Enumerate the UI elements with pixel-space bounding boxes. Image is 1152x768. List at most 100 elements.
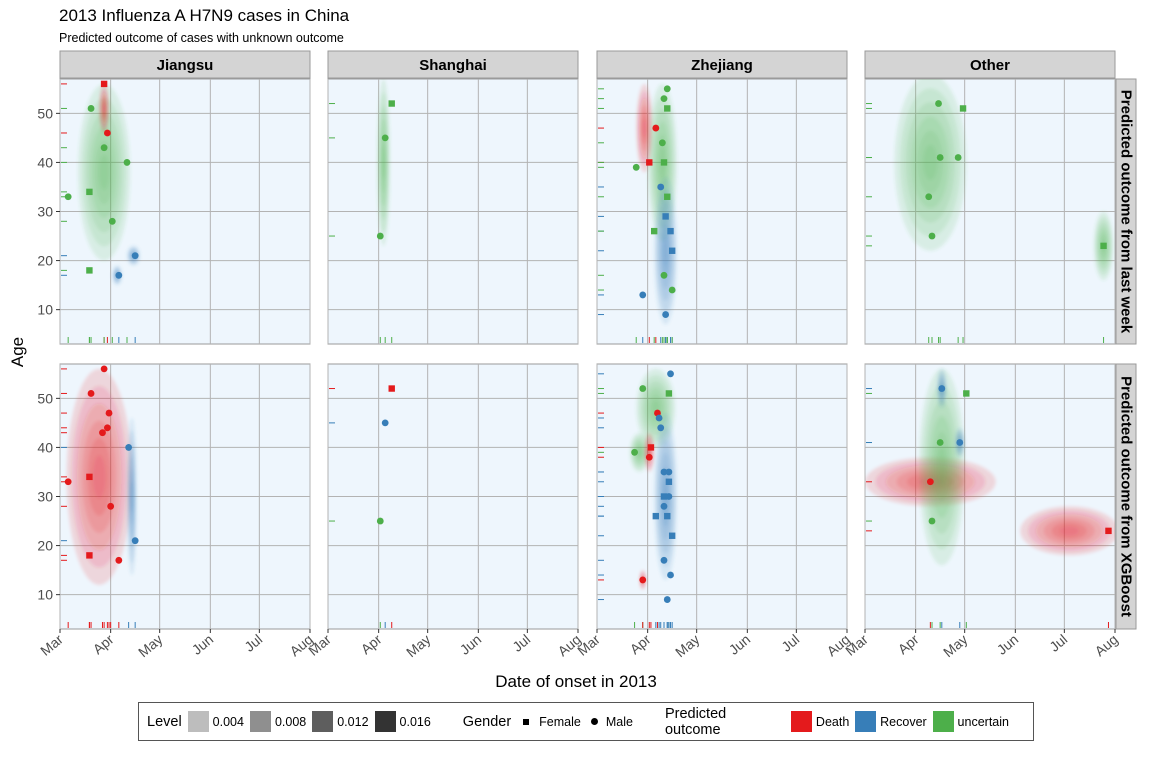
legend-level-label: 0.004: [212, 714, 244, 729]
legend-gender-title: Gender: [462, 713, 512, 730]
x-tick-label: Jul: [509, 631, 533, 655]
facet-column-label: Other: [970, 57, 1010, 74]
panel-content: [64, 365, 139, 585]
x-tick-label: Mar: [842, 631, 871, 659]
panel-content: [865, 368, 1115, 566]
x-tick-label: Aug: [1092, 631, 1121, 659]
data-point-male: [936, 439, 944, 446]
data-point-male: [632, 163, 640, 171]
y-tick-label: 30: [37, 489, 53, 505]
y-tick-label: 30: [37, 204, 53, 220]
density-band: [98, 154, 110, 190]
data-point-male: [928, 232, 936, 240]
x-tick-label: Apr: [895, 631, 922, 657]
y-tick-label: 20: [37, 538, 53, 554]
facet-panel: [864, 78, 1116, 345]
legend-level-label: 0.008: [274, 714, 307, 729]
data-point-male: [107, 502, 115, 510]
data-point-male: [100, 144, 108, 152]
data-point-male: [639, 576, 647, 584]
density-band: [637, 448, 642, 457]
density-contour: [377, 79, 391, 246]
data-point-female: [668, 247, 676, 254]
data-point-male: [938, 385, 946, 392]
data-point-male: [667, 370, 674, 378]
x-tick-label: Mar: [305, 631, 334, 659]
data-point-male: [925, 193, 933, 201]
data-point-female: [662, 213, 669, 220]
density-contour: [654, 177, 678, 325]
data-point-female: [664, 512, 671, 520]
panel-content: [64, 80, 141, 286]
x-tick-label: May: [672, 631, 703, 660]
legend-outcome-label: Death: [815, 714, 850, 729]
y-tick-label: 20: [37, 253, 53, 269]
facet-row-label: Predicted outcome from XGBoost: [1118, 376, 1135, 617]
density-contour: [918, 368, 965, 566]
data-point-female: [647, 444, 655, 451]
data-point-male: [131, 537, 139, 545]
data-point-female: [959, 105, 967, 112]
data-point-male: [660, 271, 668, 279]
legend-outcome-key: [791, 711, 812, 732]
x-tick-label: Jul: [241, 631, 265, 655]
x-tick-label: Mar: [37, 631, 66, 659]
x-tick-label: Jul: [778, 631, 802, 655]
facet-column-label: Jiangsu: [157, 57, 214, 74]
data-point-male: [665, 468, 673, 476]
density-contour: [126, 417, 137, 576]
data-point-female: [665, 478, 673, 485]
data-point-male: [663, 85, 671, 93]
panel-content: [629, 368, 678, 603]
x-tick-label: Mar: [574, 631, 603, 659]
data-point-male: [658, 139, 666, 147]
legend-level-key: [249, 711, 271, 732]
y-tick-label: 10: [37, 302, 53, 318]
data-point-male: [103, 424, 111, 432]
facet-panel: [596, 78, 848, 345]
facet-panel: [59, 78, 311, 345]
data-point-female: [665, 390, 673, 397]
facet-panel: [327, 78, 579, 345]
data-point-female: [86, 188, 93, 196]
facet-row-label: Predicted outcome from last week: [1118, 90, 1135, 334]
panel-content: [632, 83, 678, 325]
chart-title: 2013 Influenza A H7N9 cases in China: [59, 6, 350, 25]
data-point-female: [388, 385, 395, 392]
data-point-male: [660, 95, 668, 103]
data-point-male: [645, 453, 653, 461]
legend-gender-label: Female: [539, 714, 581, 729]
data-point-male: [660, 468, 668, 476]
data-point-male: [639, 291, 647, 299]
x-tick-label: Apr: [358, 631, 385, 657]
density-contour: [77, 83, 131, 261]
y-tick-label: 40: [37, 154, 53, 170]
square-symbol-icon: [523, 718, 530, 725]
data-point-female: [664, 193, 671, 200]
data-point-male: [105, 409, 113, 417]
data-point-male: [956, 439, 964, 446]
data-point-female: [660, 493, 668, 500]
legend-level-key: [312, 711, 334, 732]
data-point-male: [667, 571, 674, 579]
data-point-male: [115, 556, 123, 564]
data-point-male: [87, 390, 95, 397]
facet-strip: [596, 50, 848, 79]
data-point-male: [103, 129, 111, 137]
data-point-female: [86, 267, 93, 274]
legend-outcome-group: Predicted outcome Death Recover uncertai…: [657, 706, 1015, 738]
data-point-female: [652, 512, 660, 520]
x-tick-label: May: [135, 631, 166, 660]
data-point-male: [926, 478, 934, 486]
data-point-male: [665, 493, 673, 500]
x-tick-label: May: [940, 631, 971, 660]
data-point-female: [650, 227, 658, 235]
data-point-female: [100, 80, 108, 88]
density-band: [923, 144, 938, 181]
data-point-male: [655, 414, 663, 422]
data-point-male: [125, 444, 133, 451]
data-point-male: [108, 217, 116, 225]
x-tick-label: Jun: [726, 631, 754, 658]
data-point-female: [1105, 527, 1112, 535]
data-point-male: [657, 424, 665, 432]
